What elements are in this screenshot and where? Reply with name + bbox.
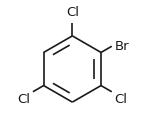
Text: Cl: Cl (17, 93, 30, 106)
Text: Cl: Cl (114, 93, 128, 106)
Text: Br: Br (114, 40, 129, 53)
Text: Cl: Cl (66, 6, 79, 19)
